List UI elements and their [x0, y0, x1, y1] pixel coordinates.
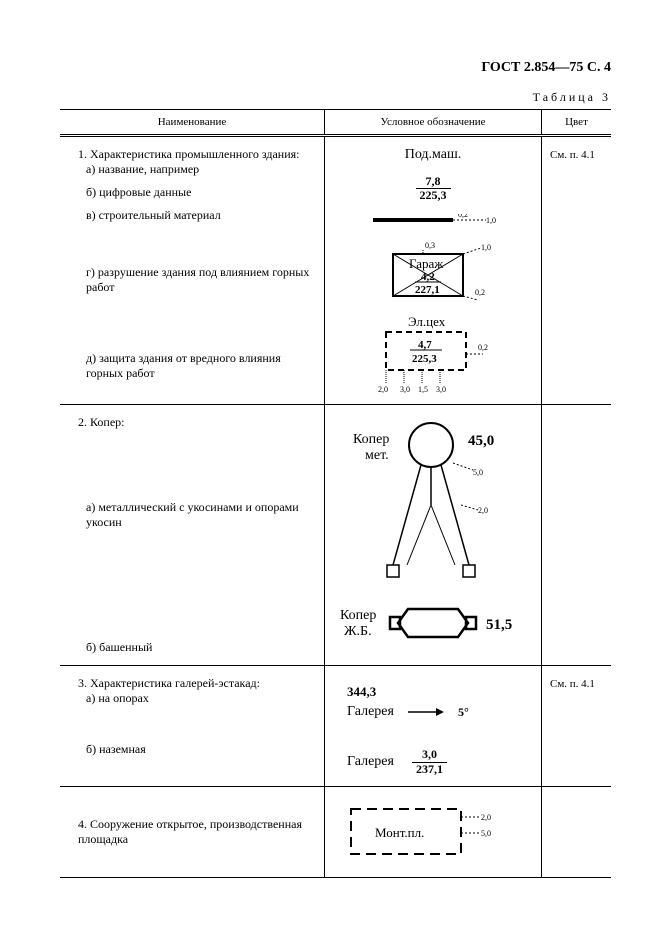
r1-f3-top: 4,7 [418, 339, 432, 351]
r1-color: См. п. 4.1 [550, 149, 595, 161]
mont-icon: Монт.пл. 2,0 5,0 [333, 797, 503, 867]
table-row: 3. Характеристика галерей-эстакад: а) на… [60, 666, 611, 786]
dim-30a: 3,0 [400, 385, 410, 394]
svg-text:0,2: 0,2 [478, 343, 488, 352]
dim-r4-50: 5,0 [481, 829, 491, 838]
met-label: мет. [365, 448, 389, 463]
col-color: Цвет [542, 110, 612, 136]
table-row: 2. Копер: а) металлический с укосинами и… [60, 405, 611, 666]
elceh-icon: Эл.цех 4,7 225,3 0,2 2,0 [348, 314, 518, 394]
koper2-label: Копер [340, 608, 376, 623]
page: ГОСТ 2.854—75 С. 4 Таблица 3 Наименовани… [0, 0, 661, 936]
r3-a: а) на опорах [68, 691, 316, 706]
r1-d: д) защита здания от вредного влияния гор… [68, 351, 316, 381]
r3-b: б) наземная [68, 742, 316, 757]
r1-frac1: 7,8 225,3 [416, 175, 451, 202]
r2-a: а) металлический с укосинами и опорами у… [68, 500, 316, 530]
r3-color: См. п. 4.1 [550, 678, 595, 690]
dim-10: 1,0 [486, 216, 496, 225]
r3-fbot: 237,1 [412, 763, 447, 776]
r1-symbol: Под.маш. 7,8 225,3 0,2 1,0 [333, 147, 533, 394]
main-table: Наименование Условное обозначение Цвет 1… [60, 109, 611, 878]
gal2: Галерея [347, 754, 394, 770]
r3-title: 3. Характеристика галерей-эстакад: [68, 676, 316, 691]
doc-header: ГОСТ 2.854—75 С. 4 [60, 60, 611, 76]
arrow-icon [406, 706, 446, 718]
r3-frac: 3,0 237,1 [412, 748, 447, 775]
r1-f2-top: 4,2 [421, 271, 435, 283]
koper-label: Копер [353, 432, 389, 447]
dim-02a: 0,2 [458, 214, 468, 219]
r1-title: 1. Характеристика промышленного здания: [68, 147, 316, 162]
dim-20: 2,0 [378, 385, 388, 394]
r2-b: б) башенный [68, 640, 316, 655]
r1-f2-bot: 227,1 [415, 284, 440, 296]
el-label: Эл.цех [408, 314, 446, 329]
pod-label: Под.маш. [405, 147, 462, 163]
koper-met-icon: Копер мет. 45,0 5,0 [343, 415, 523, 585]
svg-text:1,0: 1,0 [481, 243, 491, 252]
r1-c: в) строительный материал [68, 208, 316, 223]
v344: 344,3 [347, 684, 533, 700]
table-row: 4. Сооружение открытое, производственная… [60, 786, 611, 877]
table-row: 1. Характеристика промышленного здания: … [60, 136, 611, 405]
col-symbol: Условное обозначение [325, 110, 542, 136]
r1-f1-top: 7,8 [416, 175, 451, 189]
r3-ftop: 3,0 [412, 748, 447, 762]
dim-30b: 3,0 [436, 385, 446, 394]
dim-50a: 5,0 [473, 468, 483, 477]
material-bar-icon: 0,2 1,0 [368, 214, 498, 228]
mont-label: Монт.пл. [375, 825, 424, 840]
dim-r4-20: 2,0 [481, 813, 491, 822]
jb-label: Ж.Б. [344, 624, 372, 639]
dim-20b: 2,0 [478, 506, 488, 515]
r1-f1-bot: 225,3 [416, 189, 451, 202]
r1-a: а) название, например [68, 162, 316, 177]
garage-label: Гараж [409, 256, 444, 271]
r1-g: г) разрушение здания под влиянием горных… [68, 265, 316, 295]
r2-symbol: Копер мет. 45,0 5,0 [333, 415, 533, 649]
col-name: Наименование [60, 110, 325, 136]
deg5: 5° [458, 705, 469, 720]
r4-title: 4. Сооружение открытое, производственная… [68, 817, 316, 847]
r2-title: 2. Копер: [68, 415, 316, 430]
r3-symbol: 344,3 Галерея 5° Галерея [333, 684, 533, 775]
dim-02b: 0,2 [475, 288, 485, 297]
dim-15: 1,5 [418, 385, 428, 394]
r1-b: б) цифровые данные [68, 185, 316, 200]
koper-tower-icon: Копер Ж.Б. 51,5 [338, 597, 528, 649]
r1-f3-bot: 225,3 [412, 353, 437, 365]
dim-03: 0,3 [425, 241, 435, 250]
gal1: Галерея [347, 704, 394, 720]
v45: 45,0 [468, 433, 494, 449]
garage-icon: 0,3 Гараж 4,2 227,1 1,0 0 [363, 240, 503, 302]
table-label: Таблица 3 [60, 90, 611, 105]
v515: 51,5 [486, 617, 512, 633]
